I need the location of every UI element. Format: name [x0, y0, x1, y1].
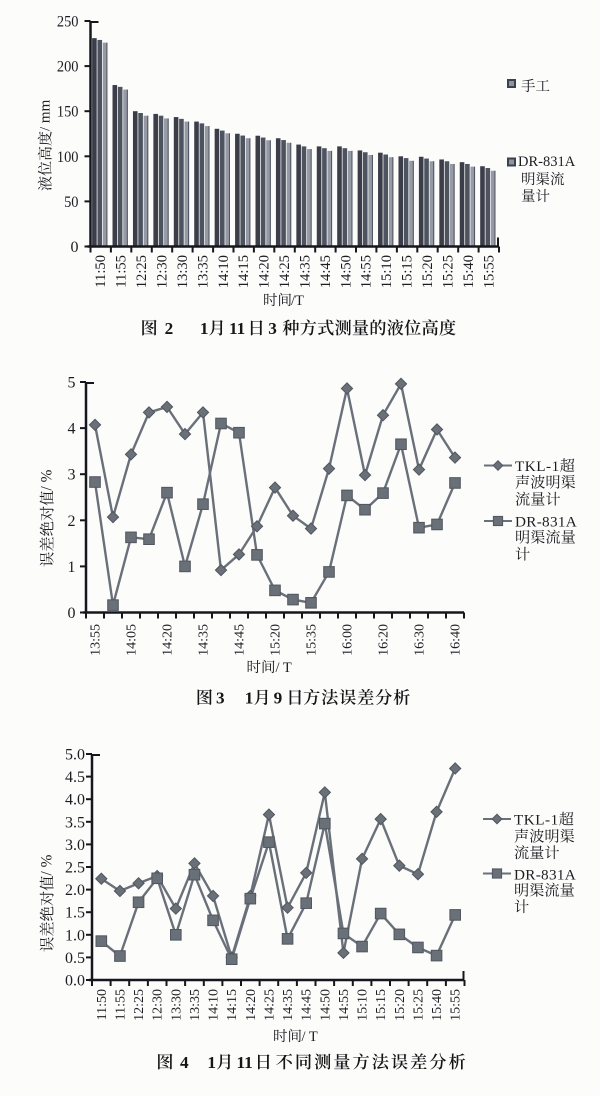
svg-text:16:20: 16:20: [377, 624, 392, 656]
svg-text:15:15: 15:15: [400, 255, 416, 288]
svg-text:DR-831A: DR-831A: [515, 514, 577, 531]
svg-text:50: 50: [64, 194, 78, 211]
svg-text:14:10: 14:10: [207, 989, 222, 1021]
svg-text:14:20: 14:20: [244, 989, 259, 1021]
svg-text:14:50: 14:50: [318, 989, 333, 1021]
svg-text:11:55: 11:55: [114, 255, 130, 288]
svg-text:15:25: 15:25: [411, 989, 426, 1021]
svg-text:1: 1: [200, 319, 209, 338]
svg-text:/ %: / %: [39, 854, 56, 875]
svg-text:3: 3: [268, 319, 277, 338]
svg-text:14:15: 14:15: [225, 989, 240, 1021]
svg-text:1: 1: [68, 559, 76, 576]
svg-text:2.5: 2.5: [65, 860, 85, 877]
svg-text:14:20: 14:20: [161, 624, 176, 656]
svg-text:150: 150: [57, 104, 79, 121]
svg-text:15:10: 15:10: [356, 989, 371, 1021]
svg-text:4.0: 4.0: [65, 792, 85, 809]
svg-text:15:20: 15:20: [269, 624, 284, 656]
svg-text:15:10: 15:10: [379, 255, 395, 288]
svg-text:12:25: 12:25: [132, 989, 147, 1021]
svg-text:100: 100: [57, 149, 79, 166]
svg-text:13:30: 13:30: [169, 989, 184, 1021]
svg-text:1: 1: [245, 689, 254, 708]
svg-text:14:45: 14:45: [300, 989, 315, 1021]
svg-text:12:25: 12:25: [134, 255, 150, 288]
svg-text:14:10: 14:10: [216, 255, 232, 288]
svg-text:250: 250: [57, 14, 79, 31]
svg-text:15:40: 15:40: [461, 255, 477, 288]
svg-text:0.5: 0.5: [65, 950, 85, 967]
svg-text:13:55: 13:55: [89, 624, 104, 656]
svg-text:TKL-1: TKL-1: [515, 458, 560, 475]
svg-text:15:25: 15:25: [440, 255, 456, 288]
svg-text:13:30: 13:30: [175, 255, 191, 288]
svg-text:/ T: / T: [276, 660, 292, 676]
svg-text:11:50: 11:50: [93, 255, 109, 288]
svg-text:14:50: 14:50: [338, 255, 354, 288]
svg-text:11:55: 11:55: [113, 989, 128, 1020]
svg-text:14:45: 14:45: [318, 255, 334, 288]
svg-text:15:20: 15:20: [420, 255, 436, 288]
svg-text:/ mm: / mm: [38, 99, 54, 131]
svg-text:1.0: 1.0: [65, 927, 85, 944]
svg-text:14:15: 14:15: [236, 255, 252, 288]
svg-text:/T: /T: [291, 293, 304, 309]
svg-text:11:50: 11:50: [95, 989, 110, 1020]
svg-text:16:30: 16:30: [413, 624, 428, 656]
svg-text:11: 11: [237, 1053, 253, 1072]
svg-text:2: 2: [165, 319, 174, 338]
svg-text:16:00: 16:00: [341, 624, 356, 656]
svg-text:2: 2: [68, 513, 76, 530]
svg-text:12:30: 12:30: [154, 255, 170, 288]
svg-text:14:55: 14:55: [337, 989, 352, 1021]
svg-text:14:55: 14:55: [359, 255, 375, 288]
svg-text:13:35: 13:35: [195, 255, 211, 288]
svg-text:2.0: 2.0: [65, 882, 85, 899]
svg-text:14:35: 14:35: [297, 255, 313, 288]
svg-text:4.5: 4.5: [65, 769, 85, 786]
svg-text:TKL-1: TKL-1: [514, 812, 559, 829]
svg-text:15:55: 15:55: [481, 255, 497, 288]
svg-text:1: 1: [207, 1053, 216, 1072]
svg-text:4: 4: [68, 421, 76, 438]
svg-text:14:35: 14:35: [197, 624, 212, 656]
svg-text:14:25: 14:25: [277, 255, 293, 288]
svg-text:14:20: 14:20: [257, 255, 273, 288]
svg-text:3: 3: [68, 467, 76, 484]
svg-text:4: 4: [180, 1053, 189, 1072]
svg-text:15:40: 15:40: [430, 989, 445, 1021]
svg-text:1.5: 1.5: [65, 905, 85, 922]
svg-text:DR-831A: DR-831A: [514, 867, 576, 884]
svg-text:5.0: 5.0: [65, 747, 85, 764]
svg-text:200: 200: [57, 59, 79, 76]
svg-text:3.5: 3.5: [65, 814, 85, 831]
svg-text:14:35: 14:35: [281, 989, 296, 1021]
svg-text:15:55: 15:55: [449, 989, 464, 1021]
svg-text:3.0: 3.0: [65, 837, 85, 854]
svg-text:14:25: 14:25: [262, 989, 277, 1021]
svg-text:/ %: / %: [39, 469, 56, 490]
svg-text:12:30: 12:30: [151, 989, 166, 1021]
svg-text:14:45: 14:45: [233, 624, 248, 656]
svg-text:14:05: 14:05: [125, 624, 140, 656]
svg-text:0: 0: [71, 239, 79, 256]
svg-text:0.0: 0.0: [65, 973, 85, 990]
svg-text:11: 11: [229, 319, 245, 338]
svg-text:DR-831A: DR-831A: [518, 154, 576, 170]
svg-text:0: 0: [68, 605, 76, 622]
svg-text:15:35: 15:35: [305, 624, 320, 656]
svg-text:13:35: 13:35: [188, 989, 203, 1021]
svg-text:15:15: 15:15: [374, 989, 389, 1021]
svg-text:15:20: 15:20: [393, 989, 408, 1021]
svg-text:9: 9: [274, 689, 283, 708]
svg-text:3: 3: [216, 689, 225, 708]
svg-text:/ T: / T: [302, 1029, 318, 1045]
svg-text:5: 5: [68, 375, 76, 392]
svg-text:16:40: 16:40: [449, 624, 464, 656]
